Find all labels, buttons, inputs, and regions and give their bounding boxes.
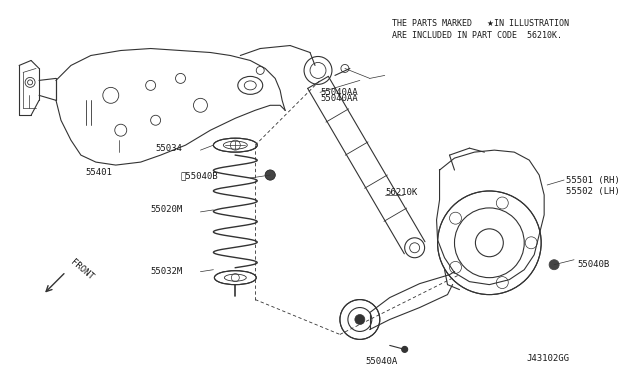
Ellipse shape xyxy=(213,138,257,152)
Text: ARE INCLUDED IN PART CODE  56210K.: ARE INCLUDED IN PART CODE 56210K. xyxy=(392,31,562,39)
Text: 56210K: 56210K xyxy=(386,189,418,198)
Circle shape xyxy=(355,314,365,324)
Text: FRONT: FRONT xyxy=(69,258,95,282)
Text: 55501 (RH): 55501 (RH) xyxy=(566,176,620,185)
Text: ★: ★ xyxy=(486,19,493,28)
Text: 55401: 55401 xyxy=(86,167,113,177)
Text: ⁂55040B: ⁂55040B xyxy=(180,171,218,180)
Text: THE PARTS MARKED: THE PARTS MARKED xyxy=(392,19,472,28)
Circle shape xyxy=(340,299,380,339)
Text: 55040AA: 55040AA xyxy=(320,94,358,103)
Text: 55034: 55034 xyxy=(156,144,182,153)
Text: 55040B: 55040B xyxy=(577,260,609,269)
Circle shape xyxy=(402,346,408,352)
Text: 55502 (LH): 55502 (LH) xyxy=(566,187,620,196)
Text: 55040AA: 55040AA xyxy=(320,88,358,97)
Text: IN ILLUSTRATION: IN ILLUSTRATION xyxy=(494,19,570,28)
Circle shape xyxy=(438,191,541,295)
Ellipse shape xyxy=(214,271,256,285)
Circle shape xyxy=(265,170,275,180)
Text: 55020M: 55020M xyxy=(150,205,183,214)
Text: J43102GG: J43102GG xyxy=(526,355,569,363)
Text: 55040A: 55040A xyxy=(365,357,398,366)
Circle shape xyxy=(549,260,559,270)
Text: 55032M: 55032M xyxy=(150,267,183,276)
